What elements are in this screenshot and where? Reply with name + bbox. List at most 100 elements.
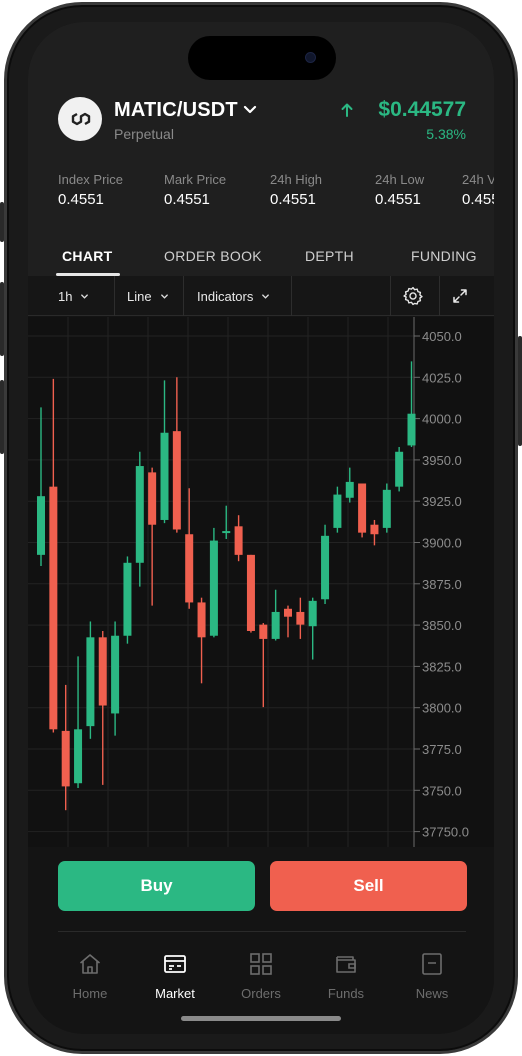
toolbar-divider <box>390 276 391 316</box>
nav-label: Home <box>72 986 108 1001</box>
nav-label: Funds <box>327 986 365 1001</box>
tab-depth[interactable]: DEPTH <box>305 248 354 264</box>
stat-label: 24h High <box>270 172 323 187</box>
news-icon <box>419 953 445 981</box>
candle-body <box>209 540 218 636</box>
nav-label: Market <box>155 986 195 1001</box>
dynamic-island-pill <box>188 36 336 80</box>
candle-body <box>370 524 379 535</box>
tab-order-book[interactable]: ORDER BOOK <box>164 248 262 264</box>
chart-type-value: Line <box>127 288 152 304</box>
y-tick-label: 3850.0 <box>422 618 462 633</box>
candle-body <box>246 554 255 631</box>
candle-body <box>86 637 95 727</box>
stat-label: 24h Low <box>375 172 425 187</box>
wallet-icon <box>333 956 359 981</box>
candle-body <box>197 602 206 638</box>
toolbar-divider <box>114 276 115 316</box>
nav-label: News <box>415 986 449 1001</box>
candle-body <box>345 481 354 498</box>
market-tabs: CHART ORDER BOOK DEPTH FUNDING <box>28 244 494 276</box>
candle-body <box>49 486 58 730</box>
y-tick-label: 4050.0 <box>422 329 462 344</box>
chevron-down-icon[interactable] <box>242 102 258 123</box>
tab-funding[interactable]: FUNDING <box>411 248 477 264</box>
settings-gear-icon[interactable] <box>402 276 424 316</box>
candle-body <box>74 729 83 784</box>
candle-body <box>234 526 243 555</box>
candle-body <box>160 432 169 520</box>
stat-value: 0.4551 <box>164 191 210 208</box>
y-tick-label: 4000.0 <box>422 412 462 427</box>
y-tick-label: 3775.0 <box>422 742 462 757</box>
candle-body <box>123 562 132 636</box>
y-tick-label: 4025.0 <box>422 370 462 385</box>
interval-value: 1h <box>58 288 73 304</box>
candle-body <box>296 611 305 625</box>
indicators-select[interactable]: Indicators <box>197 276 270 316</box>
y-tick-label: 3950.0 <box>422 453 462 468</box>
nav-market[interactable]: Market <box>145 951 205 1001</box>
stat-24h-low: 24h Low 0.4551 <box>375 172 424 208</box>
home-icon <box>77 954 103 981</box>
nav-label: Orders <box>241 986 281 1001</box>
candle-body <box>172 431 181 530</box>
pair-title[interactable]: MATIC/USDT <box>114 99 238 121</box>
stat-index-price: Index Price 0.4551 <box>58 172 123 208</box>
stat-value: 0.4551 <box>375 191 421 208</box>
interval-select[interactable]: 1h <box>58 276 89 316</box>
stat-label: 24h Vol <box>462 172 494 187</box>
stat-value: 0.4551 <box>270 191 316 208</box>
volume-down-button <box>0 380 4 454</box>
chart-canvas[interactable]: 4050.0 4025.0 4000.0 3950.0 3925.0 3900.0 3875… <box>28 317 494 847</box>
stat-mark-price: Mark Price 0.4551 <box>164 172 226 208</box>
power-button <box>518 336 522 446</box>
toolbar-divider <box>439 276 440 316</box>
candle-body <box>284 608 292 617</box>
stat-label: Mark Price <box>164 172 227 187</box>
chevron-down-icon <box>80 289 89 304</box>
y-tick-label: 3750.0 <box>422 783 462 798</box>
y-tick-label: 3925.0 <box>422 494 462 509</box>
nav-news[interactable]: News <box>402 951 462 1001</box>
volume-up-button <box>0 282 4 356</box>
candle-body <box>222 531 231 534</box>
candle-body <box>395 451 404 487</box>
candle-body <box>259 624 268 639</box>
bottom-panel: Buy Sell Home Market Orders Funds <box>28 847 494 1027</box>
fullscreen-expand-icon[interactable] <box>451 276 469 316</box>
toolbar-divider <box>183 276 184 316</box>
chart-toolbar: 1h Line Indicators <box>28 276 494 316</box>
stat-value: 0.4551 <box>462 191 494 208</box>
candle-body <box>308 600 317 627</box>
candlestick-chart[interactable]: 4050.0 4025.0 4000.0 3950.0 3925.0 3900.0 3875… <box>28 317 494 847</box>
tab-chart[interactable]: CHART <box>62 248 113 264</box>
contract-type: Perpetual <box>114 126 174 142</box>
stat-24h-high: 24h High 0.4551 <box>270 172 322 208</box>
candle-body <box>333 494 342 528</box>
candle-body <box>111 635 120 714</box>
indicators-label: Indicators <box>197 288 254 304</box>
candle-body <box>98 637 107 706</box>
chart-type-select[interactable]: Line <box>127 276 169 316</box>
y-tick-label: 3800.0 <box>422 701 462 716</box>
home-indicator[interactable] <box>181 1016 341 1021</box>
arrow-up-icon <box>340 102 354 123</box>
orders-icon <box>248 953 274 981</box>
stat-24h-vol: 24h Vol 0.4551 <box>462 172 494 208</box>
front-camera <box>305 52 316 63</box>
nav-home[interactable]: Home <box>60 951 120 1001</box>
candle-body <box>37 496 45 555</box>
nav-funds[interactable]: Funds <box>316 951 376 1001</box>
sell-button[interactable]: Sell <box>270 861 467 911</box>
active-tab-indicator <box>56 273 120 276</box>
y-tick-label: 3825.0 <box>422 659 462 674</box>
chevron-down-icon <box>261 289 270 304</box>
polygon-logo-icon <box>58 97 102 141</box>
nav-orders[interactable]: Orders <box>231 951 291 1001</box>
buy-button[interactable]: Buy <box>58 861 255 911</box>
candle-body <box>382 489 391 528</box>
candle-body <box>271 611 280 639</box>
action-button <box>0 202 4 242</box>
candle-body <box>321 535 330 600</box>
